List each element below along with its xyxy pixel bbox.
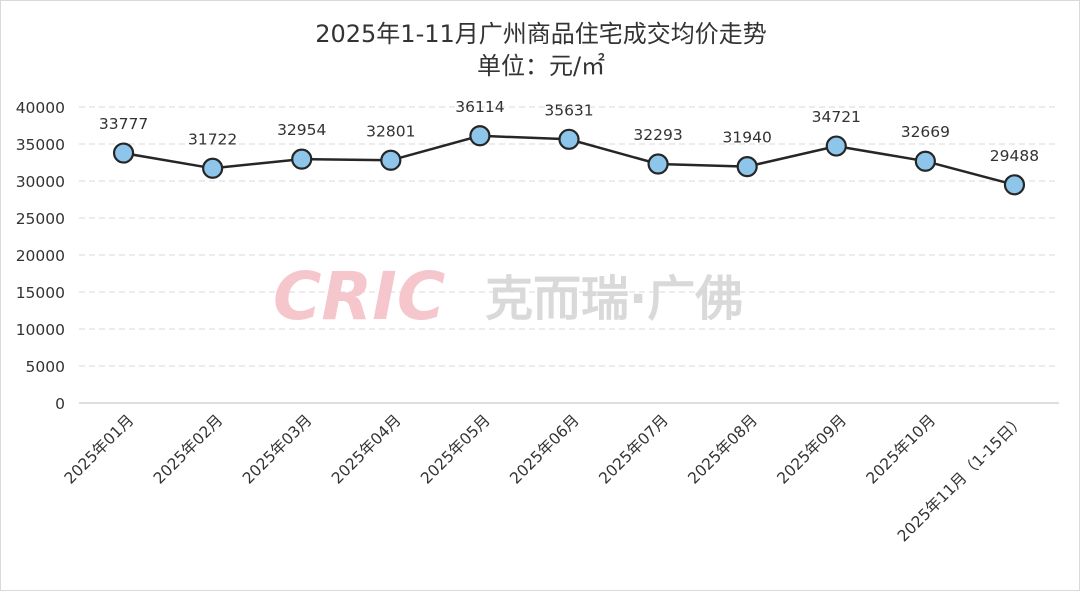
chart-title: 2025年1-11月广州商品住宅成交均价走势 bbox=[315, 20, 767, 48]
y-tick-label: 20000 bbox=[16, 247, 65, 265]
y-tick-label: 35000 bbox=[16, 136, 65, 154]
y-tick-label: 30000 bbox=[16, 173, 65, 191]
y-tick-label: 5000 bbox=[26, 358, 65, 376]
data-point bbox=[291, 148, 313, 170]
x-tick-label: 2025年07月 bbox=[595, 411, 671, 487]
y-axis-ticks: 0 5000 10000 15000 20000 25000 30000 35000 40000 bbox=[16, 99, 65, 413]
x-tick-label: 2025年06月 bbox=[506, 411, 582, 487]
data-label: 35631 bbox=[544, 101, 593, 119]
watermark-text: 克而瑞·广佛 bbox=[485, 271, 743, 327]
data-label: 31722 bbox=[188, 130, 237, 148]
data-point bbox=[736, 156, 758, 178]
y-tick-label: 10000 bbox=[16, 321, 65, 339]
data-label: 33777 bbox=[99, 115, 148, 133]
x-tick-label: 2025年03月 bbox=[239, 411, 315, 487]
watermark-brand: CRIC bbox=[273, 258, 445, 335]
y-tick-label: 15000 bbox=[16, 284, 65, 302]
data-point bbox=[469, 125, 491, 147]
x-tick-label: 2025年02月 bbox=[150, 411, 226, 487]
chart-subtitle: 单位：元/㎡ bbox=[477, 52, 605, 80]
data-point bbox=[647, 153, 669, 175]
x-tick-label: 2025年08月 bbox=[685, 411, 761, 487]
x-axis-ticks: 2025年01月 2025年02月 2025年03月 2025年04月 2025年05月… bbox=[61, 411, 1028, 545]
y-tick-label: 40000 bbox=[16, 99, 65, 117]
data-label: 32954 bbox=[277, 121, 326, 139]
data-point bbox=[202, 157, 224, 179]
y-tick-label: 0 bbox=[55, 395, 65, 413]
series bbox=[112, 125, 1026, 196]
data-label: 32669 bbox=[901, 123, 950, 141]
data-label: 31940 bbox=[723, 129, 772, 147]
y-tick-label: 25000 bbox=[16, 210, 65, 228]
x-tick-label: 2025年05月 bbox=[417, 411, 493, 487]
data-label: 34721 bbox=[812, 108, 861, 126]
data-label: 36114 bbox=[455, 98, 504, 116]
data-point bbox=[112, 142, 135, 164]
x-tick-label: 2025年01月 bbox=[61, 411, 137, 487]
x-tick-label: 2025年04月 bbox=[328, 411, 404, 487]
x-tick-label: 2025年09月 bbox=[774, 411, 850, 487]
data-label: 29488 bbox=[990, 147, 1039, 165]
data-point bbox=[914, 150, 936, 172]
data-point bbox=[380, 149, 402, 171]
data-point bbox=[1003, 174, 1026, 196]
data-point bbox=[825, 135, 847, 157]
watermark: CRIC 克而瑞·广佛 bbox=[273, 258, 743, 335]
data-label: 32293 bbox=[633, 126, 682, 144]
x-tick-label: 2025年10月 bbox=[863, 411, 939, 487]
data-point bbox=[558, 128, 580, 150]
data-labels: 33777 31722 32954 32801 36114 35631 32293 31940… bbox=[99, 98, 1039, 165]
data-label: 32801 bbox=[366, 122, 415, 140]
